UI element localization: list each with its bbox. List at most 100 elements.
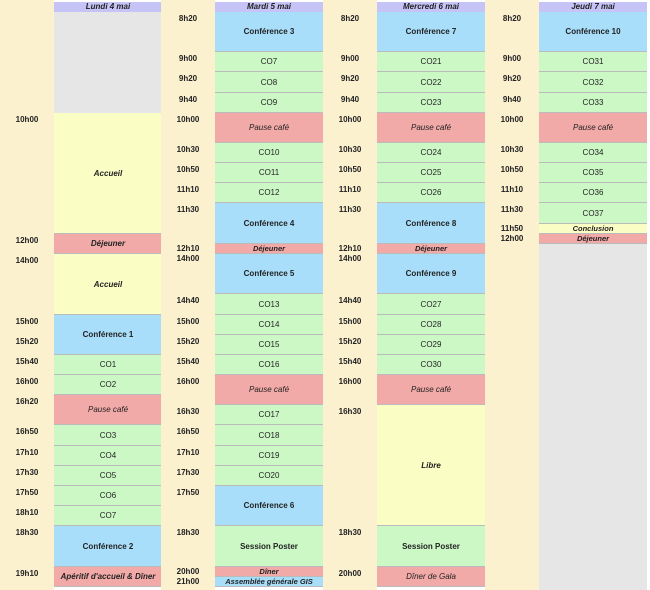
schedule-event[interactable]: Conférence 3: [215, 12, 323, 52]
time-label: 17h30: [15, 468, 39, 477]
time-label: 11h30: [338, 205, 362, 214]
schedule-event[interactable]: Libre: [377, 405, 485, 526]
day-header: Lundi 4 mai: [54, 2, 162, 12]
time-label: 10h50: [176, 165, 200, 174]
schedule-event[interactable]: Conférence 5: [215, 254, 323, 294]
time-column: [0, 0, 54, 590]
schedule-event[interactable]: CO15: [215, 335, 323, 355]
time-label: 14h40: [176, 296, 200, 305]
time-label: 9h20: [340, 74, 360, 83]
schedule-event[interactable]: CO17: [215, 405, 323, 425]
schedule-event[interactable]: CO9: [215, 93, 323, 113]
schedule-event[interactable]: Assemblée générale GIS: [215, 577, 323, 587]
time-label: 10h00: [500, 115, 524, 124]
schedule-event[interactable]: CO35: [539, 163, 647, 183]
time-label: 14h40: [338, 296, 362, 305]
schedule-event[interactable]: Déjeuner: [54, 234, 162, 254]
schedule-event[interactable]: Conférence 2: [54, 526, 162, 567]
schedule-event[interactable]: Pause café: [377, 375, 485, 405]
schedule-event[interactable]: CO11: [215, 163, 323, 183]
schedule-event[interactable]: CO6: [54, 486, 162, 506]
schedule-event[interactable]: CO7: [215, 52, 323, 72]
time-label: 19h10: [15, 569, 39, 578]
time-label: 11h10: [500, 185, 524, 194]
schedule-event[interactable]: CO1: [54, 355, 162, 375]
schedule-event[interactable]: CO5: [54, 466, 162, 486]
time-label: 12h10: [176, 244, 200, 253]
time-label: 9h00: [502, 54, 522, 63]
schedule-event[interactable]: CO28: [377, 315, 485, 335]
schedule-event[interactable]: Conférence 8: [377, 203, 485, 244]
schedule-event[interactable]: Conférence 1: [54, 315, 162, 355]
schedule-event[interactable]: Conférence 7: [377, 12, 485, 52]
schedule-event[interactable]: CO36: [539, 183, 647, 203]
schedule-event[interactable]: Conférence 10: [539, 12, 647, 52]
time-label: 15h00: [338, 317, 362, 326]
time-label: 8h20: [178, 14, 198, 23]
schedule-event[interactable]: Session Poster: [377, 526, 485, 567]
time-label: 9h00: [340, 54, 360, 63]
schedule-event[interactable]: Conférence 9: [377, 254, 485, 294]
time-label: 11h50: [500, 224, 524, 233]
schedule-event[interactable]: CO14: [215, 315, 323, 335]
schedule-event[interactable]: Accueil: [54, 254, 162, 315]
schedule-event[interactable]: Déjeuner: [539, 234, 647, 244]
schedule-event[interactable]: Apéritif d'accueil & Dîner: [54, 567, 162, 587]
schedule-event[interactable]: CO34: [539, 143, 647, 163]
schedule-event[interactable]: Accueil: [54, 113, 162, 234]
schedule-event[interactable]: CO3: [54, 425, 162, 446]
schedule-event[interactable]: CO37: [539, 203, 647, 224]
time-label: 11h10: [338, 185, 362, 194]
schedule-event[interactable]: Pause café: [215, 375, 323, 405]
time-label: 15h20: [338, 337, 362, 346]
schedule-event[interactable]: CO4: [54, 446, 162, 466]
schedule-event[interactable]: CO21: [377, 52, 485, 72]
schedule-event[interactable]: CO30: [377, 355, 485, 375]
schedule-event[interactable]: Dîner de Gala: [377, 567, 485, 587]
day-header: Mercredi 6 mai: [377, 2, 485, 12]
schedule-event[interactable]: Pause café: [539, 113, 647, 143]
schedule-event[interactable]: Pause café: [54, 395, 162, 425]
empty-slot[interactable]: [539, 244, 647, 590]
schedule-event[interactable]: Déjeuner: [215, 244, 323, 254]
schedule-event[interactable]: CO19: [215, 446, 323, 466]
schedule-event[interactable]: CO10: [215, 143, 323, 163]
schedule-event[interactable]: CO24: [377, 143, 485, 163]
schedule-event[interactable]: Déjeuner: [377, 244, 485, 254]
schedule-event[interactable]: Conférence 6: [215, 486, 323, 526]
schedule-event[interactable]: CO25: [377, 163, 485, 183]
schedule-event[interactable]: CO13: [215, 294, 323, 315]
schedule-event[interactable]: CO27: [377, 294, 485, 315]
schedule-event[interactable]: CO31: [539, 52, 647, 72]
schedule-event[interactable]: Dîner: [215, 567, 323, 577]
time-label: 18h10: [15, 508, 39, 517]
schedule-event[interactable]: CO18: [215, 425, 323, 446]
schedule-event[interactable]: CO26: [377, 183, 485, 203]
time-label: 20h00: [176, 567, 200, 576]
schedule-event[interactable]: Conférence 4: [215, 203, 323, 244]
time-label: 9h40: [340, 95, 360, 104]
day-header: Jeudi 7 mai: [539, 2, 647, 12]
schedule-event[interactable]: Conclusion: [539, 224, 647, 234]
schedule-event[interactable]: CO8: [215, 72, 323, 93]
empty-slot[interactable]: [54, 12, 162, 113]
schedule-event[interactable]: CO22: [377, 72, 485, 93]
schedule-event[interactable]: Pause café: [377, 113, 485, 143]
time-label: 17h50: [176, 488, 200, 497]
schedule-event[interactable]: CO12: [215, 183, 323, 203]
time-column: [161, 0, 215, 590]
schedule-event[interactable]: CO29: [377, 335, 485, 355]
schedule-event[interactable]: CO20: [215, 466, 323, 486]
schedule-event[interactable]: CO33: [539, 93, 647, 113]
time-label: 12h00: [15, 236, 39, 245]
schedule-event[interactable]: CO23: [377, 93, 485, 113]
time-label: 15h20: [15, 337, 39, 346]
schedule-event[interactable]: CO7: [54, 506, 162, 526]
time-label: 9h20: [178, 74, 198, 83]
schedule-event[interactable]: CO32: [539, 72, 647, 93]
time-label: 10h00: [338, 115, 362, 124]
schedule-event[interactable]: Session Poster: [215, 526, 323, 567]
schedule-event[interactable]: CO2: [54, 375, 162, 395]
schedule-event[interactable]: CO16: [215, 355, 323, 375]
schedule-event[interactable]: Pause café: [215, 113, 323, 143]
